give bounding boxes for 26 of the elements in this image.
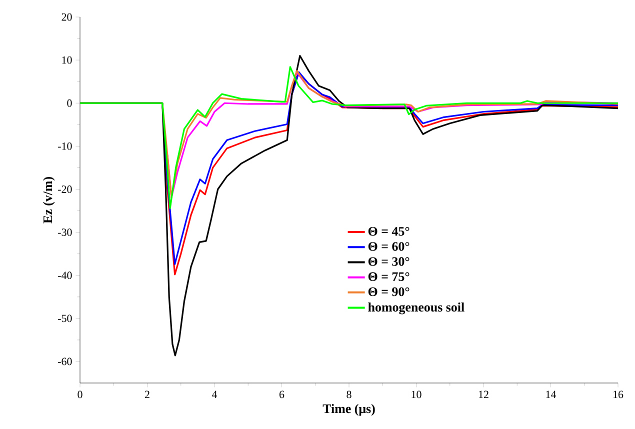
y-tick-label: -30 (58, 228, 72, 236)
x-tick-label: 4 (212, 390, 218, 398)
y-axis-title: Ez (v/m) (43, 177, 55, 224)
y-tick-label: -60 (58, 358, 72, 366)
legend-label: homogeneous soil (368, 302, 464, 314)
legend-label: Θ = 90° (368, 287, 410, 296)
x-tick-label: 12 (479, 390, 488, 398)
legend-label: Θ = 45° (368, 227, 410, 236)
x-tick-label: 10 (412, 390, 422, 398)
y-tick-label: -50 (58, 314, 72, 322)
x-axis-title: Time (μs) (322, 404, 375, 416)
x-tick-label: 8 (346, 390, 352, 398)
x-tick-label: 2 (145, 390, 150, 398)
legend-label: Θ = 60° (368, 242, 410, 251)
x-tick-label: 6 (279, 390, 284, 398)
legend-label: Θ = 30° (368, 257, 410, 266)
x-tick-label: 16 (614, 390, 624, 398)
y-tick-label: -10 (58, 142, 72, 150)
y-tick-label: 20 (62, 13, 72, 21)
legend-label: Θ = 75° (368, 272, 410, 282)
y-tick-label: 0 (67, 99, 72, 107)
x-tick-label: 14 (546, 390, 556, 398)
x-tick-label: 0 (78, 390, 82, 398)
y-tick-label: -20 (58, 186, 72, 193)
y-tick-label: 10 (62, 56, 72, 64)
y-tick-label: -40 (58, 272, 72, 280)
